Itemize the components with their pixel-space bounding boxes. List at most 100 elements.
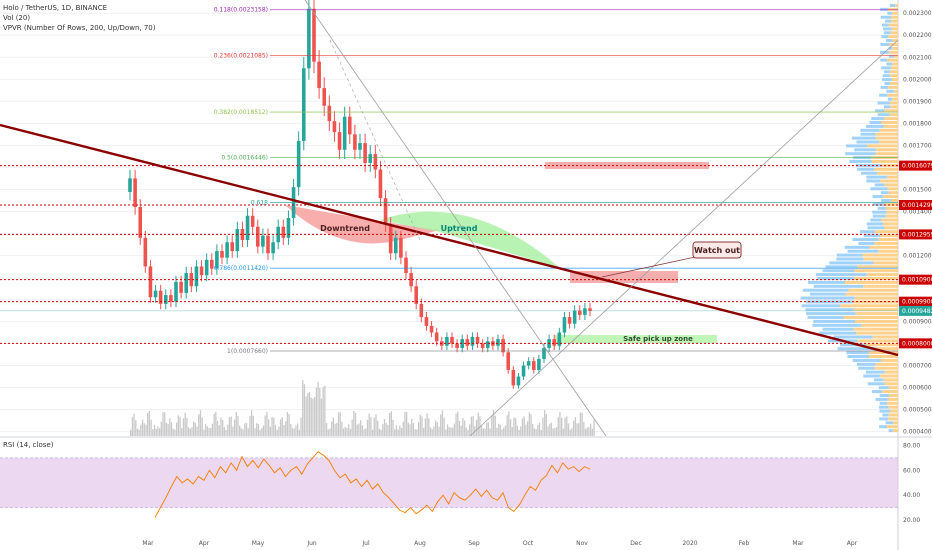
volume-bar: [530, 414, 532, 436]
vpvr-bar-up: [888, 46, 893, 50]
volume-bar: [484, 428, 486, 436]
volume-bar: [544, 410, 546, 436]
volume-bar: [135, 420, 137, 436]
volume-bar: [373, 417, 375, 436]
price-level-tag-label: 0.0014290: [902, 202, 932, 209]
vpvr-bar-down: [890, 66, 898, 70]
callout-pointer: [601, 255, 701, 278]
vpvr-bar-up: [880, 191, 889, 195]
volume-bar: [458, 420, 461, 436]
candle-body: [148, 266, 153, 298]
vpvr-bar-down: [856, 331, 898, 335]
volume-bar: [322, 387, 324, 436]
volume-bar: [462, 417, 464, 436]
vpvr-bar-down: [853, 308, 898, 312]
vpvr-bar-down: [854, 277, 898, 280]
candle-body: [506, 352, 511, 370]
volume-bar: [516, 425, 519, 436]
vpvr-bar-down: [890, 409, 898, 413]
volume-bar: [317, 382, 319, 436]
volume-bar: [366, 419, 369, 436]
candle-body: [158, 290, 163, 304]
rsi-indicator-label: RSI (14, close): [3, 441, 54, 449]
vpvr-bar-up: [880, 85, 889, 89]
vpvr-bar-up: [866, 179, 881, 183]
volume-bar: [453, 423, 456, 436]
volume-bar: [216, 421, 219, 436]
volume-bar: [210, 427, 212, 436]
vpvr-bar-up: [846, 351, 869, 355]
vpvr-bar-down: [888, 386, 898, 390]
candle-body: [179, 281, 183, 293]
fib-level-label: 0.118(0.0023158): [214, 7, 268, 14]
volume-bar: [457, 411, 459, 436]
vpvr-bar-down: [840, 304, 898, 308]
vpvr-bar-down: [888, 417, 898, 421]
candle-body: [429, 325, 434, 333]
vpvr-bar-down: [857, 265, 898, 269]
vpvr-bar-down: [845, 280, 898, 284]
volume-bar: [578, 423, 580, 436]
vpvr-bar-down: [857, 339, 898, 343]
vpvr-bar-down: [868, 355, 898, 358]
volume-bar: [230, 416, 232, 436]
vpvr-bar-up: [860, 132, 876, 136]
vpvr-bar-up: [867, 226, 885, 230]
volume-bar: [274, 425, 277, 436]
candle-body: [220, 251, 224, 258]
volume-bar: [399, 425, 401, 436]
volume-bar: [337, 412, 340, 436]
candle-body: [516, 376, 521, 386]
volume-bar: [508, 411, 510, 436]
vpvr-bar-up: [863, 234, 881, 238]
volume-bar: [445, 429, 447, 436]
vpvr-bar-down: [855, 312, 898, 316]
price-level-tag: [899, 296, 932, 307]
vpvr-bar-up: [885, 421, 894, 425]
volume-bar: [532, 423, 534, 436]
vpvr-bar-up: [833, 335, 873, 339]
time-tick-label: Dec: [630, 540, 642, 547]
time-tick-label: Aug: [414, 540, 426, 547]
volume-bar: [257, 424, 260, 436]
volume-bar: [227, 424, 229, 436]
volume-bar: [547, 426, 549, 436]
candle-body: [235, 229, 240, 252]
volume-bar: [588, 427, 590, 436]
vpvr-bar-down: [879, 128, 898, 132]
volume-bar: [298, 429, 300, 436]
volume-bar: [269, 426, 272, 436]
vpvr-bar-down: [845, 292, 898, 296]
vpvr-bar-up: [885, 19, 892, 23]
volume-bar: [371, 429, 374, 436]
vpvr-bar-down: [875, 136, 898, 140]
vpvr-bar-down: [889, 394, 898, 397]
volume-bar: [187, 427, 190, 436]
vpvr-bar-down: [875, 152, 898, 156]
volume-bar: [141, 419, 144, 436]
volume-bar: [235, 412, 237, 436]
vpvr-bar-down: [892, 429, 898, 433]
rsi-line: [154, 451, 591, 518]
volume-bar: [218, 425, 220, 436]
vpvr-bar-up: [836, 257, 864, 261]
volume-bar: [472, 416, 474, 436]
candle-body: [230, 242, 235, 252]
candle-body: [199, 266, 204, 276]
vpvr-bar-down: [878, 249, 898, 253]
volume-bar: [247, 428, 249, 436]
candle-body: [501, 339, 505, 353]
volume-bar: [446, 424, 449, 436]
volume-bar: [566, 416, 568, 436]
volume-bar: [358, 423, 360, 436]
volume-bar: [293, 428, 295, 436]
volume-bar: [549, 423, 551, 436]
uptrend-label: Uptrend: [441, 224, 478, 233]
vpvr-bar-up: [880, 15, 892, 19]
volume-bar: [169, 418, 171, 436]
vpvr-indicator-label: VPVR (Number Of Rows, 200, Up/Down, 70): [3, 24, 156, 32]
volume-bar: [254, 428, 256, 436]
vpvr-bar-down: [863, 284, 898, 288]
